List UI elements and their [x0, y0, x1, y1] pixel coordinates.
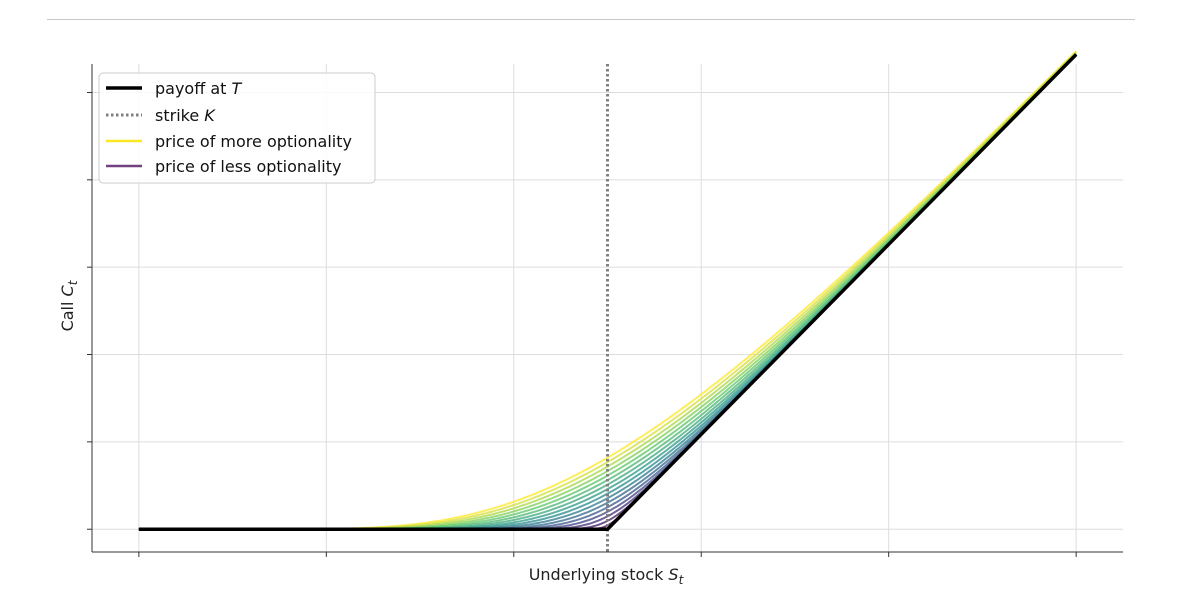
top-divider [47, 19, 1135, 20]
legend-label-strike: strike K [155, 106, 216, 125]
payoff-line-group [138, 53, 1078, 531]
axes [87, 64, 1123, 557]
legend-label-payoff: payoff at T [155, 79, 243, 98]
legend-label-less-optionality: price of less optionality [155, 157, 342, 176]
x-axis-label: Underlying stock St [529, 565, 685, 587]
legend-label-more-optionality: price of more optionality [155, 132, 352, 151]
y-axis-label: Call Ct [58, 279, 80, 331]
legend-frame [98, 72, 376, 184]
payoff-line [138, 53, 1078, 531]
legend: payoff at T strike K price of more optio… [98, 72, 376, 184]
